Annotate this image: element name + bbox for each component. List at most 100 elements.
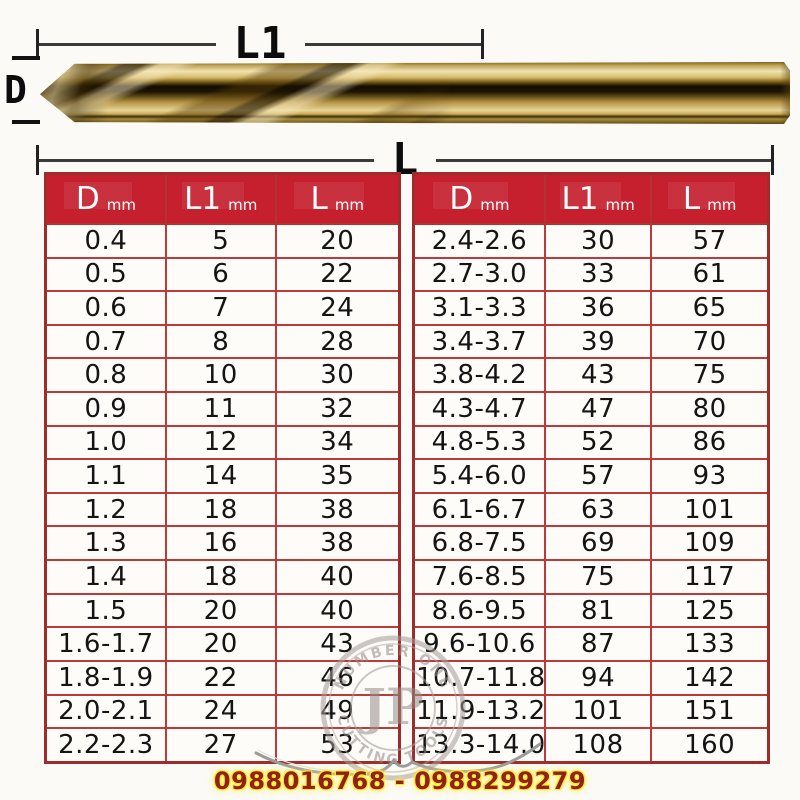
cell: 38: [274, 525, 401, 562]
dimension-dash: [12, 119, 40, 124]
table-row: 1.2 18 38: [44, 491, 401, 528]
table-row: 1.3 16 38: [44, 525, 401, 562]
cell: 22: [274, 256, 401, 293]
table-row: 0.4 5 20: [44, 223, 401, 259]
cell: 75: [650, 357, 770, 394]
cell: 80: [650, 391, 770, 427]
table-row: 4.8-5.3 52 86: [412, 424, 770, 461]
cell: 5.4-6.0: [412, 458, 546, 494]
table-row: 10.7-11.8 94 142: [412, 659, 770, 696]
cell: 3.8-4.2: [412, 357, 546, 394]
cell: 24: [274, 290, 401, 326]
cell: 160: [650, 727, 770, 764]
table-row: 0.7 8 28: [44, 323, 401, 360]
table-row: 2.0-2.1 24 49: [44, 693, 401, 730]
cell: 32: [274, 391, 401, 427]
cell: 0.4: [44, 223, 167, 259]
cell: 18: [164, 491, 277, 528]
table-row: 6.1-6.7 63 101: [412, 491, 770, 528]
cell: 57: [543, 458, 653, 494]
cell: 52: [543, 424, 653, 461]
cell: 16: [164, 525, 277, 562]
table-row: 1.6-1.7 20 43: [44, 626, 401, 662]
cell: 69: [543, 525, 653, 562]
cell: 117: [650, 559, 770, 595]
phone-numbers: 0988016768 - 0988299279: [213, 767, 587, 795]
cell: 6.8-7.5: [412, 525, 546, 562]
dimension-l1: L1: [36, 22, 485, 66]
cell: 93: [650, 458, 770, 494]
cell: 28: [274, 323, 401, 360]
table-row: 11.9-13.2 101 151: [412, 693, 770, 730]
table-row: 9.6-10.6 87 133: [412, 626, 770, 662]
dimension-d-label: D: [4, 67, 27, 112]
table-row: 1.4 18 40: [44, 559, 401, 595]
cell: 70: [650, 323, 770, 360]
cell: 4.3-4.7: [412, 391, 546, 427]
cell: 109: [650, 525, 770, 562]
cell: 39: [543, 323, 653, 360]
table-row: 3.4-3.7 39 70: [412, 323, 770, 360]
cell: 7.6-8.5: [412, 559, 546, 595]
cell: 101: [543, 693, 653, 730]
cell: 33: [543, 256, 653, 293]
cell: 2.0-2.1: [44, 693, 167, 730]
table-row: 2.2-2.3 27 53: [44, 727, 401, 764]
table-row: 3.8-4.2 43 75: [412, 357, 770, 394]
cell: 6: [164, 256, 277, 293]
cell: 40: [274, 559, 401, 595]
cell: 12: [164, 424, 277, 461]
table-row: 6.8-7.5 69 109: [412, 525, 770, 562]
cell: 94: [543, 659, 653, 696]
cell: 7: [164, 290, 277, 326]
drill-flutes: [40, 62, 453, 124]
table-row: 1.0 12 34: [44, 424, 401, 461]
cell: 10.7-11.8: [412, 659, 546, 696]
cell: 86: [650, 424, 770, 461]
table-row: 0.6 7 24: [44, 290, 401, 326]
cell: 20: [274, 223, 401, 259]
cell: 2.2-2.3: [44, 727, 167, 764]
cell: 151: [650, 693, 770, 730]
cell: 63: [543, 491, 653, 528]
cell: 108: [543, 727, 653, 764]
dimension-line: [436, 158, 771, 162]
cell: 13.3-14.0: [412, 727, 546, 764]
table-row: 8.6-9.5 81 125: [412, 592, 770, 629]
cell: 57: [650, 223, 770, 259]
cell: 3.4-3.7: [412, 323, 546, 360]
table-row: 0.5 6 22: [44, 256, 401, 293]
cell: 22: [164, 659, 277, 696]
cell: 0.7: [44, 323, 167, 360]
cell: 9.6-10.6: [412, 626, 546, 662]
table-row: 0.9 11 32: [44, 391, 401, 427]
cell: 20: [164, 592, 277, 629]
dimension-dash: [12, 56, 40, 60]
cell: 81: [543, 592, 653, 629]
cell: 6.1-6.7: [412, 491, 546, 528]
cell: 0.8: [44, 357, 167, 394]
cell: 49: [274, 693, 401, 730]
cell: 11.9-13.2: [412, 693, 546, 730]
cell: 30: [274, 357, 401, 394]
cell: 43: [274, 626, 401, 662]
cell: 38: [274, 491, 401, 528]
cell: 1.1: [44, 458, 167, 494]
column-header: L1 mm: [164, 172, 277, 225]
cell: 53: [274, 727, 401, 764]
cell: 1.2: [44, 491, 167, 528]
cell: 43: [543, 357, 653, 394]
cell: 1.5: [44, 592, 167, 629]
dimension-line: [304, 42, 482, 46]
cell: 87: [543, 626, 653, 662]
cell: 8: [164, 323, 277, 360]
table-row: 3.1-3.3 36 65: [412, 290, 770, 326]
cell: 11: [164, 391, 277, 427]
